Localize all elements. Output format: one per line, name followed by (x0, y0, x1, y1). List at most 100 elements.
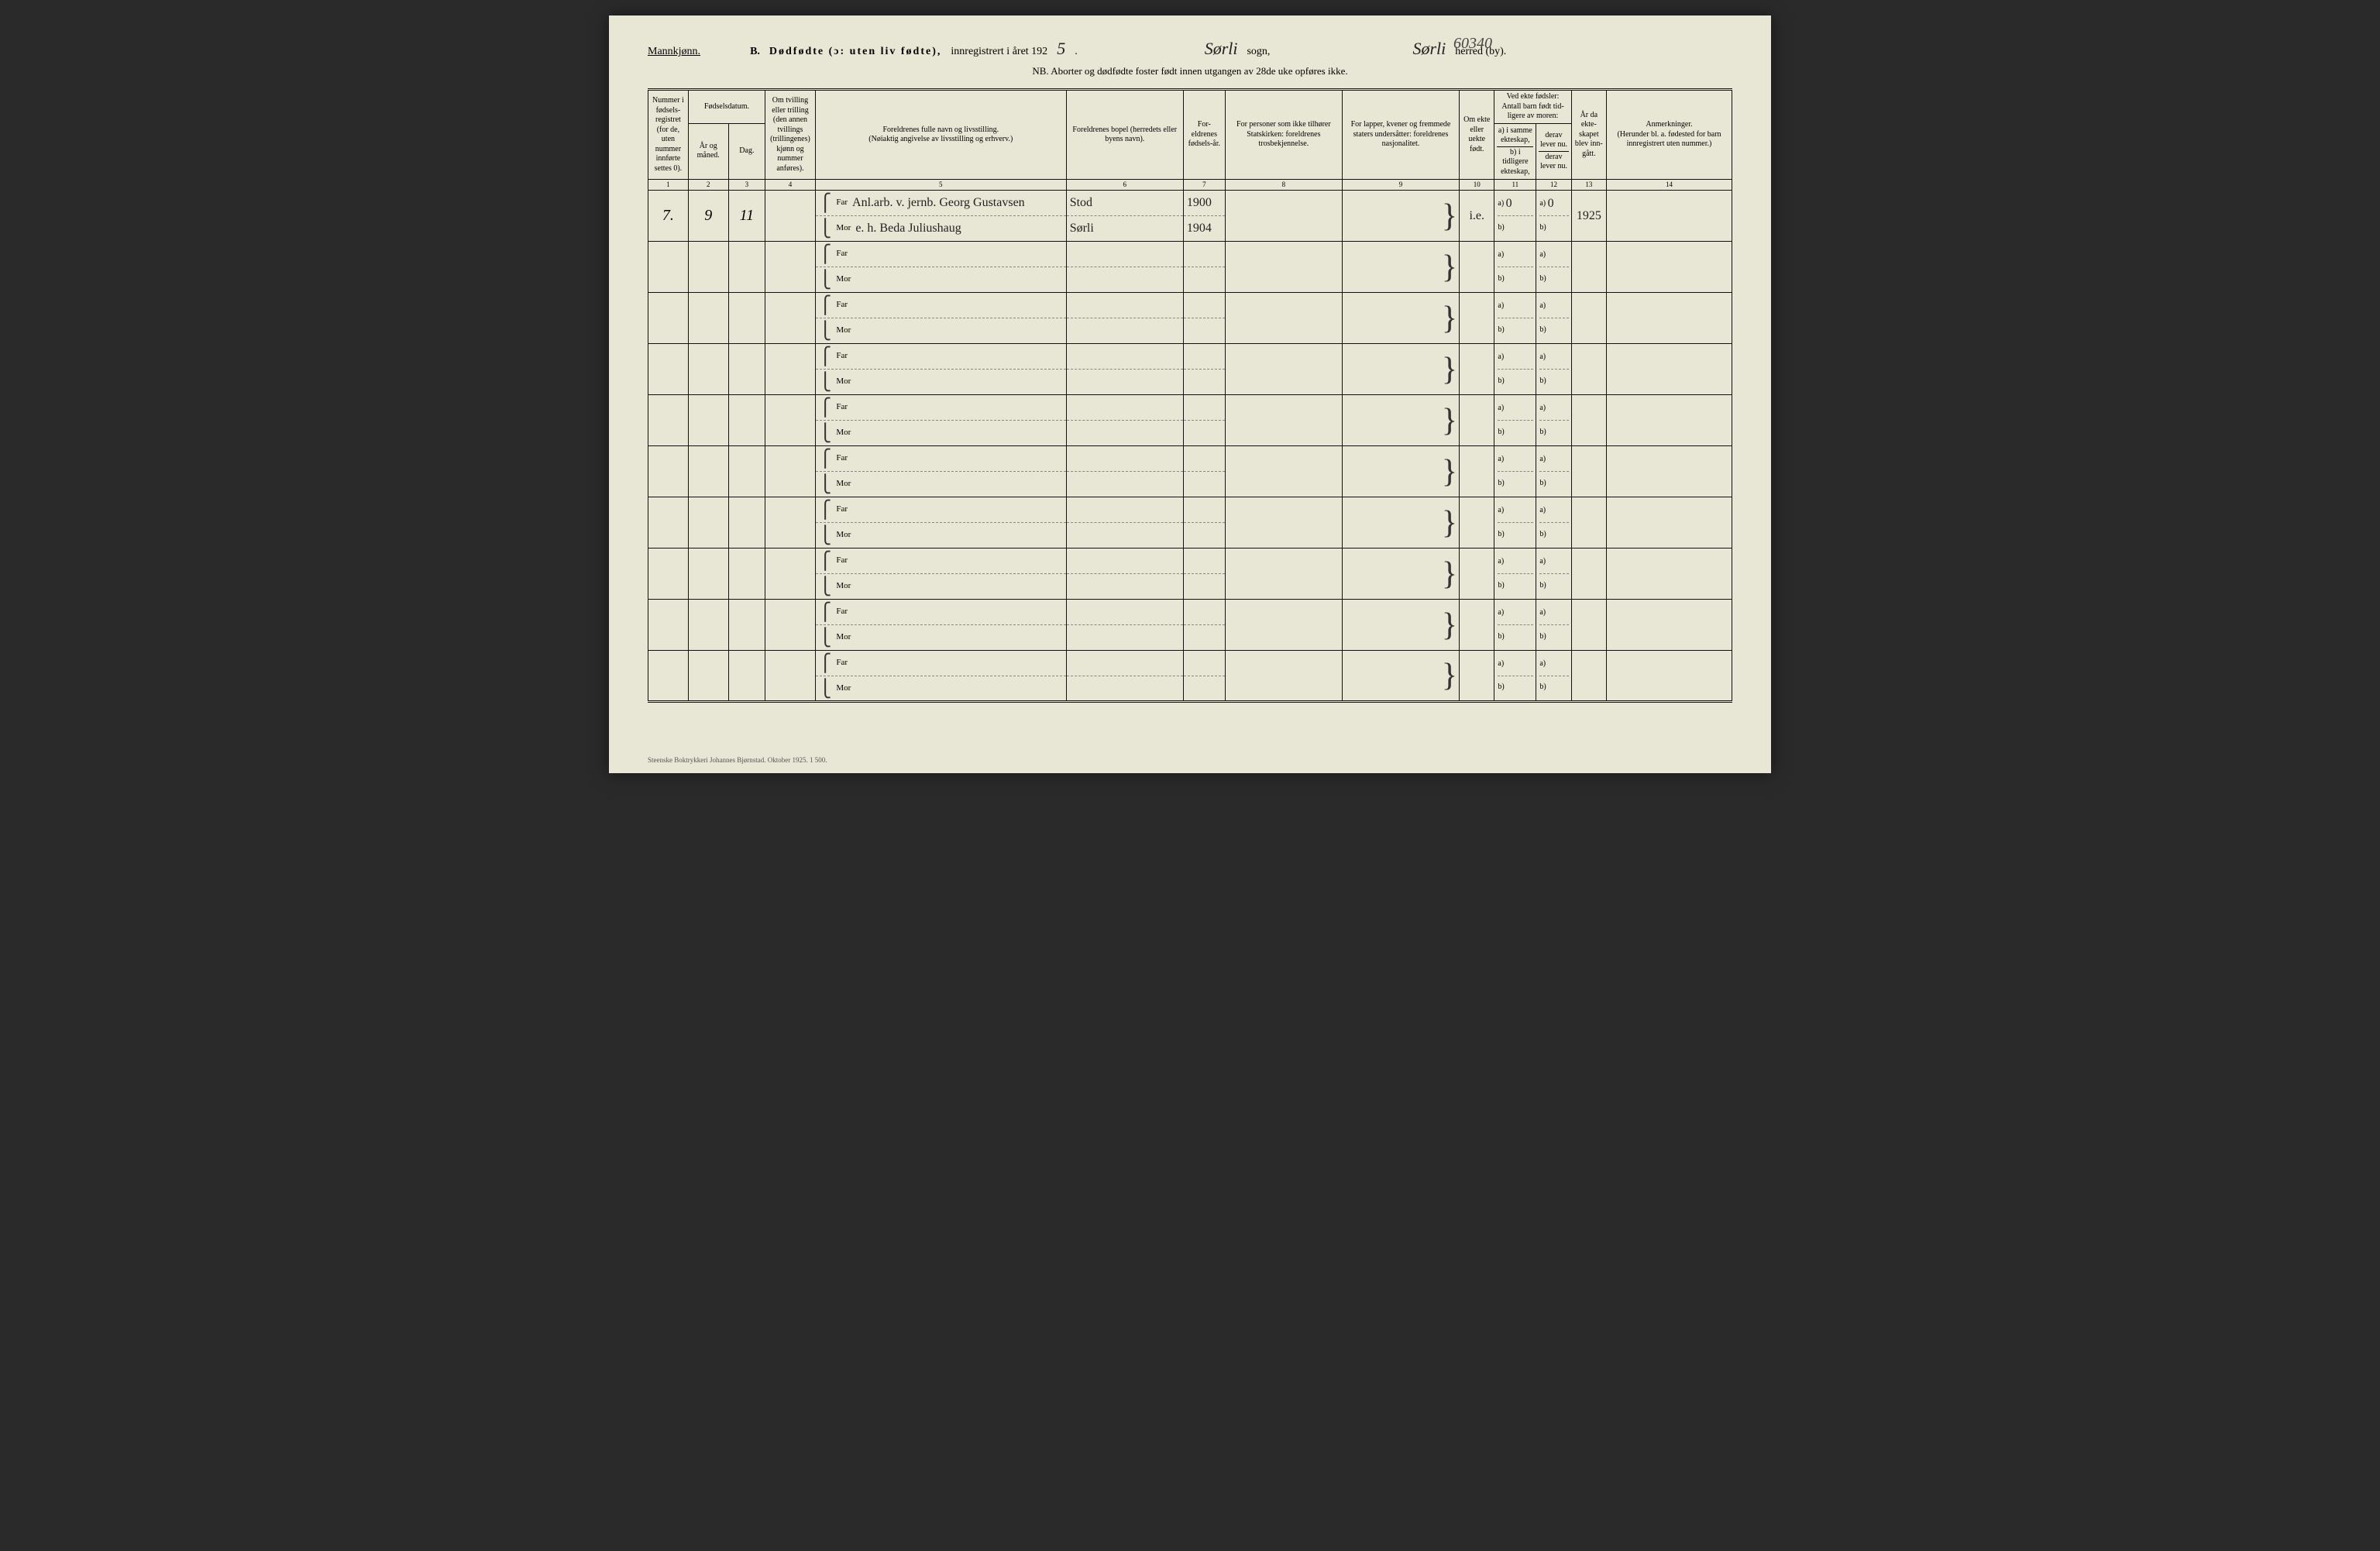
cell-nationality (1342, 446, 1459, 497)
table-row: ⎧Far ⎩Mor a) b) a) b) (648, 344, 1732, 395)
a-label: a) (1498, 301, 1504, 311)
a-label: a) (1498, 557, 1504, 567)
cell-twin (765, 651, 816, 702)
col-header-3: Dag. (728, 123, 765, 180)
two-line-cell (1066, 651, 1183, 702)
b-label: b) (1498, 683, 1504, 693)
cell-num (648, 600, 689, 651)
col-header-4: Om tvilling eller trilling (den annen tv… (765, 90, 816, 180)
two-line-cell (1066, 549, 1183, 600)
a-label: a) (1498, 455, 1504, 465)
parent-cell: ⎧Far ⎩Mor (815, 446, 1066, 497)
cell-day (728, 446, 765, 497)
ab-cell: a) b) (1494, 446, 1536, 497)
cell-year-married (1571, 293, 1606, 344)
cell-twin (765, 446, 816, 497)
cell-nationality (1342, 549, 1459, 600)
cell-top: Stod (1070, 195, 1092, 211)
cell-ekte (1460, 497, 1494, 549)
cell-day (728, 651, 765, 702)
a-label: a) (1498, 404, 1504, 414)
ab-cell: a) 0 b) (1536, 191, 1571, 242)
cell-month (688, 446, 728, 497)
colnum: 8 (1225, 180, 1342, 191)
gender-label: Mannkjønn. (648, 46, 700, 58)
a-label: a) (1498, 352, 1504, 363)
cell-day (728, 344, 765, 395)
parent-cell: ⎧Far ⎩Mor (815, 497, 1066, 549)
year-digit: 5 (1057, 39, 1065, 59)
cell-twin (765, 395, 816, 446)
col-header-5: Foreldrenes fulle navn og livsstilling. … (815, 90, 1066, 180)
cell-nationality (1342, 497, 1459, 549)
cell-month (688, 549, 728, 600)
cell-day (728, 549, 765, 600)
two-line-cell (1183, 600, 1225, 651)
col-header-12b: derav lever nu. (1539, 152, 1568, 173)
cell-ekte (1460, 344, 1494, 395)
cell-year-married (1571, 395, 1606, 446)
b-label: b) (1539, 581, 1546, 591)
title-main: Dødfødte (ɔ: uten liv fødte), (769, 46, 941, 58)
b-label: b) (1498, 428, 1504, 438)
table-row: ⎧Far ⎩Mor a) b) a) b) (648, 446, 1732, 497)
two-line-cell: Stod Sørli (1066, 191, 1183, 242)
a-value: 0 (1548, 196, 1554, 212)
ab-cell: a) b) (1536, 446, 1571, 497)
a-label: a) (1539, 352, 1546, 363)
sogn-value: Sørli (1205, 39, 1238, 59)
two-line-cell (1183, 395, 1225, 446)
cell-year-married (1571, 344, 1606, 395)
a-label: a) (1498, 608, 1504, 618)
cell-ekte (1460, 651, 1494, 702)
two-line-cell (1066, 497, 1183, 549)
cell-year-married (1571, 549, 1606, 600)
b-label: b) (1498, 274, 1504, 284)
cell-faith (1225, 497, 1342, 549)
cell-year-married (1571, 497, 1606, 549)
mor-label: Mor (836, 274, 851, 285)
mor-value: e. h. Beda Juliushaug (855, 221, 961, 236)
cell-nationality (1342, 600, 1459, 651)
table-row: ⎧Far ⎩Mor a) b) a) b) (648, 549, 1732, 600)
two-line-cell (1183, 497, 1225, 549)
b-label: b) (1498, 581, 1504, 591)
a-label: a) (1539, 608, 1546, 618)
ab-cell: a) b) (1494, 651, 1536, 702)
cell-faith (1225, 549, 1342, 600)
cell-ekte (1460, 600, 1494, 651)
a-label: a) (1539, 455, 1546, 465)
cell-ekte (1460, 242, 1494, 293)
cell-faith (1225, 446, 1342, 497)
table-row: ⎧Far ⎩Mor a) b) a) b) (648, 497, 1732, 549)
cell-ekte (1460, 395, 1494, 446)
parent-cell: ⎧Far ⎩Mor (815, 549, 1066, 600)
far-label: Far (836, 249, 848, 260)
b-label: b) (1498, 530, 1504, 540)
column-numbers: 1 2 3 4 5 6 7 8 9 10 11 12 13 14 (648, 180, 1732, 191)
two-line-cell (1066, 395, 1183, 446)
two-line-cell (1066, 446, 1183, 497)
b-label: b) (1539, 274, 1546, 284)
col-header-9: For lapper, kvener og fremmede staters u… (1342, 90, 1459, 180)
cell-num (648, 549, 689, 600)
ab-cell: a) b) (1536, 293, 1571, 344)
cell-bot: Sørli (1070, 221, 1094, 236)
b-label: b) (1498, 479, 1504, 489)
cell-year-married (1571, 242, 1606, 293)
far-label: Far (836, 198, 848, 208)
col-header-1112: Ved ekte fødsler: Antall barn født tid-l… (1494, 90, 1571, 124)
b-label: b) (1539, 377, 1546, 387)
cell-ekte (1460, 549, 1494, 600)
far-label: Far (836, 555, 848, 566)
table-row: 7.911 ⎧Far Anl.arb. v. jernb. Georg Gust… (648, 191, 1732, 242)
cell-month (688, 344, 728, 395)
table-row: ⎧Far ⎩Mor a) b) a) b) (648, 242, 1732, 293)
cell-faith (1225, 242, 1342, 293)
cell-num (648, 293, 689, 344)
title-tail: innregistrert i året 192 (951, 46, 1047, 58)
colnum: 12 (1536, 180, 1571, 191)
cell-nationality (1342, 242, 1459, 293)
colnum: 2 (688, 180, 728, 191)
cell-day (728, 497, 765, 549)
